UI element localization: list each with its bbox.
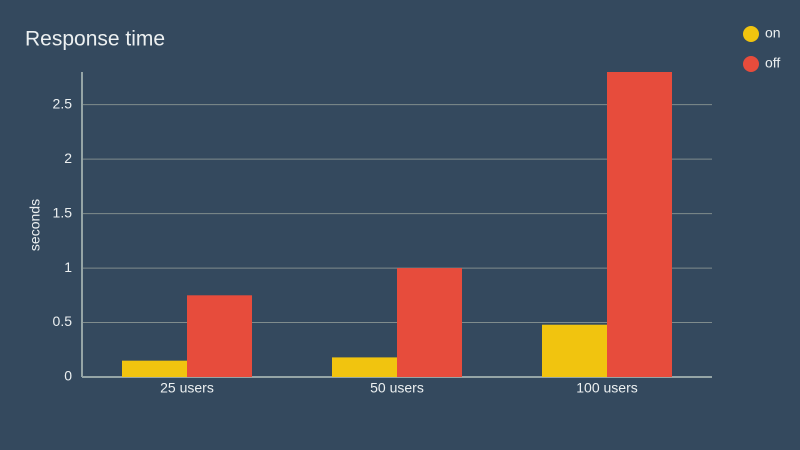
legend-label: on	[765, 25, 781, 41]
bar	[187, 295, 252, 377]
y-tick-label: 1	[64, 259, 72, 275]
x-tick-label: 50 users	[370, 380, 424, 396]
y-axis-label: seconds	[27, 199, 43, 251]
x-tick-label: 25 users	[160, 380, 214, 396]
legend-label: off	[765, 55, 780, 71]
y-tick-label: 0.5	[53, 313, 73, 329]
x-tick-label: 100 users	[576, 380, 637, 396]
y-tick-label: 2.5	[53, 95, 73, 111]
y-tick-label: 2	[64, 150, 72, 166]
bar	[607, 72, 672, 377]
legend-marker	[743, 56, 759, 72]
y-tick-label: 1.5	[53, 204, 73, 220]
bar	[332, 357, 397, 377]
bar	[122, 360, 187, 377]
y-tick-label: 0	[64, 368, 72, 384]
bar	[397, 268, 462, 377]
chart-title: Response time	[25, 28, 165, 51]
legend-marker	[743, 26, 759, 42]
bar	[542, 324, 607, 377]
